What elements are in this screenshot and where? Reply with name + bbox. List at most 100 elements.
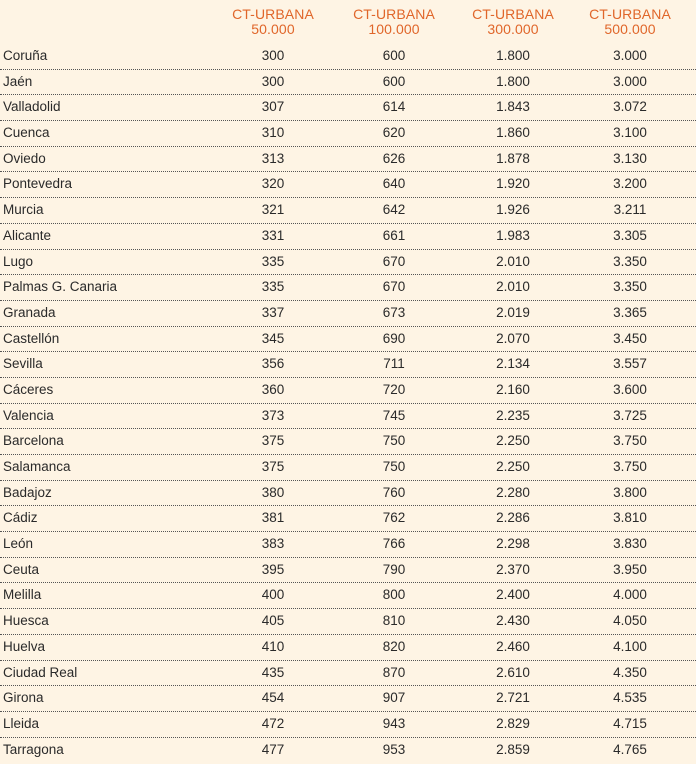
- value-cell: 2.019: [496, 304, 530, 320]
- value-cell: 943: [382, 715, 406, 731]
- value-cell: 4.000: [613, 587, 647, 603]
- value-cell: 745: [382, 407, 406, 423]
- value-cell: 3.365: [613, 304, 647, 320]
- table-row: Valladolid 307 614 1.843 3.072: [0, 95, 696, 122]
- value-cell: 670: [382, 279, 406, 295]
- value-cell: 3.725: [613, 407, 647, 423]
- city-name: Badajoz: [3, 484, 52, 500]
- value-cell: 1.800: [496, 73, 530, 89]
- value-cell: 720: [382, 381, 406, 397]
- table-row: Barcelona 375 750 2.250 3.750: [0, 429, 696, 455]
- value-cell: 953: [382, 741, 406, 757]
- value-cell: 2.070: [496, 330, 530, 346]
- value-cell: 3.200: [613, 176, 647, 192]
- value-cell: 3.557: [613, 356, 647, 372]
- value-cell: 810: [382, 613, 406, 629]
- value-cell: 307: [261, 99, 285, 115]
- city-name: Tarragona: [3, 741, 64, 757]
- value-cell: 750: [382, 459, 406, 474]
- value-cell: 2.010: [496, 279, 530, 295]
- city-name: León: [3, 536, 34, 552]
- city-name: Ceuta: [3, 561, 40, 577]
- city-name: Lugo: [3, 253, 34, 269]
- value-cell: 3.600: [613, 381, 647, 397]
- value-cell: 435: [261, 664, 285, 680]
- table-row: Castellón 345 690 2.070 3.450: [0, 327, 696, 353]
- column-header-title: CT-URBANA: [589, 6, 671, 22]
- value-cell: 1.878: [496, 150, 530, 166]
- column-header: CT-URBANA 100.000: [334, 7, 454, 37]
- value-cell: 3.305: [613, 227, 647, 243]
- value-cell: 477: [261, 741, 285, 757]
- value-cell: 300: [261, 48, 285, 63]
- value-cell: 381: [261, 510, 285, 526]
- value-cell: 380: [261, 484, 285, 500]
- city-name: Oviedo: [3, 150, 46, 166]
- value-cell: 3.130: [613, 150, 647, 166]
- column-header-title: CT-URBANA: [472, 6, 554, 22]
- value-cell: 2.298: [496, 536, 530, 552]
- city-name: Castellón: [3, 330, 60, 346]
- value-cell: 400: [261, 587, 285, 603]
- table-body: Coruña 300 600 1.800 3.000 Jaén 300 600 1.800 3.0…: [0, 44, 696, 763]
- value-cell: 2.610: [496, 664, 530, 680]
- value-cell: 1.983: [496, 227, 530, 243]
- value-cell: 356: [261, 356, 285, 372]
- value-cell: 360: [261, 381, 285, 397]
- city-name: Valencia: [3, 407, 54, 423]
- value-cell: 870: [382, 664, 406, 680]
- city-name: Barcelona: [3, 433, 64, 449]
- value-cell: 321: [261, 202, 285, 218]
- table-row: Lleida 472 943 2.829 4.715: [0, 712, 696, 738]
- city-name: Sevilla: [3, 356, 43, 372]
- value-cell: 4.535: [613, 690, 647, 706]
- value-cell: 620: [382, 125, 406, 141]
- value-cell: 2.370: [496, 561, 530, 577]
- city-name: Valladolid: [3, 99, 61, 115]
- column-header-amount: 300.000: [487, 21, 539, 37]
- table-header: CT-URBANA 50.000 CT-URBANA 100.000 CT-UR…: [0, 0, 696, 44]
- value-cell: 375: [261, 433, 285, 449]
- value-cell: 3.750: [613, 459, 647, 474]
- value-cell: 3.000: [613, 73, 647, 89]
- value-cell: 2.010: [496, 253, 530, 269]
- value-cell: 1.800: [496, 48, 530, 63]
- value-cell: 820: [382, 638, 406, 654]
- value-cell: 907: [382, 690, 406, 706]
- value-cell: 1.920: [496, 176, 530, 192]
- city-name: Huesca: [3, 613, 49, 629]
- value-cell: 4.050: [613, 613, 647, 629]
- city-name: Cuenca: [3, 125, 50, 141]
- city-name: Cáceres: [3, 381, 54, 397]
- value-cell: 600: [382, 48, 406, 63]
- value-cell: 4.350: [613, 664, 647, 680]
- table-row: León 383 766 2.298 3.830: [0, 532, 696, 558]
- value-cell: 337: [261, 304, 285, 320]
- value-cell: 395: [261, 561, 285, 577]
- value-cell: 3.750: [613, 433, 647, 449]
- value-cell: 2.400: [496, 587, 530, 603]
- value-cell: 2.235: [496, 407, 530, 423]
- value-cell: 661: [382, 227, 406, 243]
- table-row: Salamanca 375 750 2.250 3.750: [0, 455, 696, 481]
- table-row: Valencia 373 745 2.235 3.725: [0, 404, 696, 430]
- table-row: Cuenca 310 620 1.860 3.100: [0, 121, 696, 147]
- table-row: Coruña 300 600 1.800 3.000: [0, 44, 696, 70]
- value-cell: 300: [261, 73, 285, 89]
- city-name: Jaén: [3, 73, 33, 89]
- value-cell: 3.350: [613, 253, 647, 269]
- city-name: Alicante: [3, 227, 52, 243]
- value-cell: 640: [382, 176, 406, 192]
- value-cell: 3.950: [613, 561, 647, 577]
- table-row: Murcia 321 642 1.926 3.211: [0, 198, 696, 224]
- value-cell: 766: [382, 536, 406, 552]
- value-cell: 1.843: [496, 99, 530, 115]
- column-header: CT-URBANA 500.000: [570, 7, 690, 37]
- table-row: Tarragona 477 953 2.859 4.765: [0, 738, 696, 764]
- value-cell: 331: [261, 227, 285, 243]
- value-cell: 320: [261, 176, 285, 192]
- city-name: Salamanca: [3, 459, 71, 474]
- city-name: Palmas G. Canaria: [3, 279, 118, 295]
- value-cell: 690: [382, 330, 406, 346]
